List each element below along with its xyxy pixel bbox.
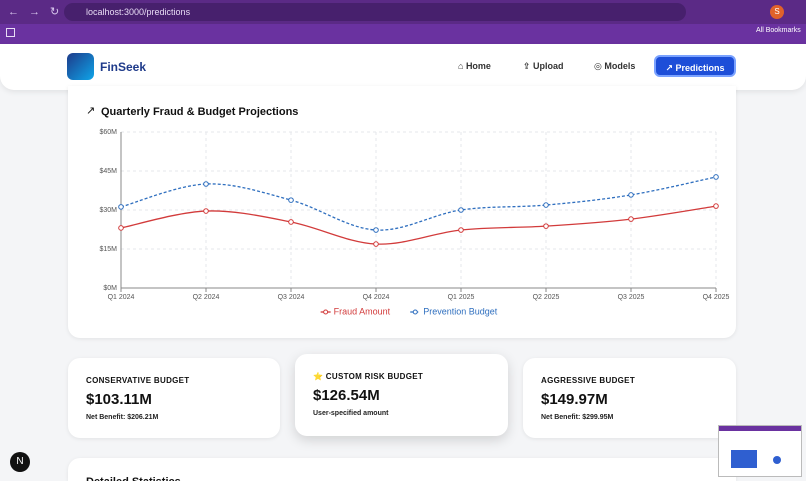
bookmarks-bar xyxy=(0,24,806,44)
card-amount: $103.11M xyxy=(86,391,152,408)
url: localhost:3000/predictions xyxy=(86,7,191,17)
data-point xyxy=(543,223,549,229)
budget-card-selected[interactable]: ⭐ CUSTOM RISK BUDGET $126.54M User-speci… xyxy=(295,354,508,436)
y-tick-label: $60M xyxy=(99,129,117,136)
nav-link[interactable]: ⌂ Home xyxy=(458,61,491,71)
data-point xyxy=(713,203,719,209)
logo[interactable] xyxy=(67,53,94,80)
bookmarks-label[interactable]: All Bookmarks xyxy=(756,27,801,34)
card-title: ⭐ CUSTOM RISK BUDGET xyxy=(313,372,424,381)
chart: ↗ Quarterly Fraud & Budget Projections $… xyxy=(86,105,730,316)
nav-label: Home xyxy=(465,61,491,71)
section-title: Detailed Statistics xyxy=(68,458,736,481)
nav-label: Predictions xyxy=(675,63,725,73)
data-point xyxy=(628,192,634,198)
x-tick-label: Q4 2024 xyxy=(363,294,390,301)
title-icon: ↗ xyxy=(86,105,95,117)
budget-card: CONSERVATIVE BUDGET $103.11M Net Benefit… xyxy=(68,358,280,438)
y-tick-label: $45M xyxy=(99,168,117,175)
data-point xyxy=(288,197,294,203)
nav-buttons[interactable]: ←→↻ xyxy=(8,6,70,18)
legend-marker xyxy=(412,309,418,315)
x-tick-label: Q3 2025 xyxy=(618,294,645,301)
x-tick-label: Q2 2025 xyxy=(533,294,560,301)
legend-label: Prevention Budget xyxy=(423,306,498,316)
preview-thumbnail[interactable] xyxy=(718,425,802,477)
data-point xyxy=(713,174,719,180)
data-point xyxy=(203,208,209,214)
y-tick-label: $15M xyxy=(99,246,117,253)
data-point xyxy=(543,202,549,208)
data-point xyxy=(373,241,379,247)
data-point xyxy=(288,219,294,225)
data-point xyxy=(458,207,464,213)
y-tick-label: $0M xyxy=(103,285,117,292)
series-line xyxy=(120,176,717,231)
chart-card xyxy=(68,86,736,338)
nav-label: Upload xyxy=(533,61,564,71)
dev-badge[interactable]: N xyxy=(10,452,30,472)
avatar[interactable]: S xyxy=(770,5,784,19)
x-tick-label: Q1 2025 xyxy=(448,294,475,301)
brand[interactable]: FinSeek xyxy=(100,60,147,74)
data-point xyxy=(458,227,464,233)
x-tick-label: Q4 2025 xyxy=(703,294,730,301)
nav-link[interactable]: ◎ Models xyxy=(594,61,636,71)
card-title: AGGRESSIVE BUDGET xyxy=(541,376,636,385)
series-line xyxy=(120,205,717,245)
chart-title: Quarterly Fraud & Budget Projections xyxy=(101,106,298,118)
data-point xyxy=(118,225,124,231)
card-title-text: CUSTOM RISK BUDGET xyxy=(325,372,424,381)
data-point xyxy=(628,216,634,222)
x-tick-label: Q2 2024 xyxy=(193,294,220,301)
legend-label: Fraud Amount xyxy=(334,306,391,316)
card-note: Net Benefit: $206.21M xyxy=(86,414,159,421)
card-amount: $126.54M xyxy=(313,387,380,404)
card-title: CONSERVATIVE BUDGET xyxy=(86,376,190,385)
address-bar[interactable]: localhost:3000/predictions xyxy=(64,3,686,21)
card-note: Net Benefit: $299.95M xyxy=(541,414,614,421)
card-amount: $149.97M xyxy=(541,391,608,408)
nav-link[interactable]: ⇪ Upload xyxy=(523,61,564,71)
data-point xyxy=(373,227,379,233)
legend-marker xyxy=(323,309,329,315)
data-point xyxy=(203,181,209,187)
stats-card: Detailed Statistics xyxy=(68,458,736,481)
card-note: User-specified amount xyxy=(313,410,389,417)
nav-label: Models xyxy=(604,61,636,71)
budget-card: AGGRESSIVE BUDGET $149.97M Net Benefit: … xyxy=(523,358,736,438)
apps-icon[interactable] xyxy=(6,28,15,37)
x-tick-label: Q3 2024 xyxy=(278,294,305,301)
y-tick-label: $30M xyxy=(99,207,117,214)
data-point xyxy=(118,204,124,210)
x-tick-label: Q1 2024 xyxy=(108,294,135,301)
nav-link-active[interactable]: ↗ Predictions xyxy=(654,55,736,77)
